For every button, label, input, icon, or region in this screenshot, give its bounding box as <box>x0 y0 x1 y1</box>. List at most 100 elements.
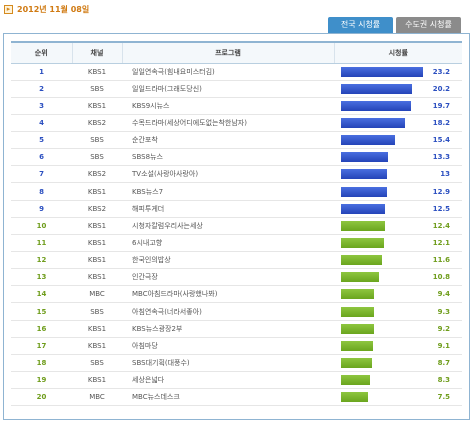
rating-bar <box>341 392 368 403</box>
rating-bar-wrap: 23.2 <box>341 64 462 80</box>
program-cell[interactable]: 세상은넓다 <box>122 371 334 390</box>
rating-value: 11.6 <box>432 256 450 265</box>
program-cell[interactable]: SBS8뉴스 <box>122 148 334 167</box>
table-row: 3 KBS1 KBS9시뉴스 19.7 <box>11 97 462 115</box>
rating-bar <box>341 289 374 300</box>
channel-cell: SBS <box>72 80 122 98</box>
program-cell[interactable]: TV소설(사랑아사랑아) <box>122 165 334 184</box>
channel-cell: KBS1 <box>72 251 122 270</box>
program-cell[interactable]: 일일연속극(힘내요미스터김) <box>122 63 334 81</box>
rating-value: 12.4 <box>432 221 450 230</box>
program-cell[interactable]: 한국인의밥상 <box>122 251 334 270</box>
rating-bar-wrap: 9.1 <box>341 338 462 354</box>
table-row: 17 KBS1 아침마당 9.1 <box>11 337 462 355</box>
program-cell[interactable]: 일일드라마(그래도당신) <box>122 80 334 98</box>
channel-cell: KBS1 <box>72 63 122 81</box>
program-cell[interactable]: SBS대기획(대풍수) <box>122 354 334 373</box>
table-row: 9 KBS2 해피투게더 12.5 <box>11 200 462 218</box>
rating-bar-wrap: 12.5 <box>341 201 462 217</box>
program-cell[interactable]: KBS뉴스7 <box>122 182 334 201</box>
rating-cell: 7.5 <box>334 388 462 407</box>
column-header-program: 프로그램 <box>121 41 334 64</box>
table-row: 6 SBS SBS8뉴스 13.3 <box>11 148 462 167</box>
rating-value: 20.2 <box>432 84 450 93</box>
rating-cell: 12.1 <box>334 234 462 253</box>
rating-bar <box>341 83 412 94</box>
rating-cell: 9.1 <box>334 337 462 355</box>
rank-cell: 12 <box>11 251 72 270</box>
rating-bar <box>341 306 374 317</box>
rating-value: 13 <box>440 170 450 179</box>
rating-bar-wrap: 19.7 <box>341 98 462 114</box>
rating-bar-wrap: 20.2 <box>341 81 462 97</box>
rating-value: 9.1 <box>437 341 450 350</box>
table-row: 1 KBS1 일일연속극(힘내요미스터김) 23.2 <box>11 63 462 81</box>
rank-cell: 20 <box>11 388 72 407</box>
rating-bar <box>341 66 423 77</box>
rating-bar <box>341 357 372 368</box>
rating-value: 7.5 <box>437 393 450 402</box>
program-cell[interactable]: 수목드라마(세상어디에도없는착한남자) <box>122 114 334 133</box>
table-row: 11 KBS1 6시내고향 12.1 <box>11 234 462 253</box>
table-row: 2 SBS 일일드라마(그래도당신) 20.2 <box>11 80 462 98</box>
rating-bar-wrap: 12.1 <box>341 235 462 251</box>
ratings-panel: 순위 채널 프로그램 시청률 1 KBS1 일일연속극(힘내요미스터김) 23.2 2 S… <box>3 33 470 420</box>
channel-cell: SBS <box>72 131 122 150</box>
channel-cell: MBC <box>72 285 122 304</box>
channel-cell: KBS1 <box>72 337 122 355</box>
rating-cell: 8.3 <box>334 371 462 390</box>
program-cell[interactable]: 아침연속극(너라서좋아) <box>122 302 334 321</box>
rank-cell: 16 <box>11 320 72 338</box>
program-cell[interactable]: KBS뉴스광장2부 <box>122 320 334 338</box>
program-cell[interactable]: 6시내고향 <box>122 234 334 253</box>
channel-cell: KBS1 <box>72 234 122 253</box>
table-row: 20 MBC MBC뉴스데스크 7.5 <box>11 388 462 407</box>
table-header: 순위 채널 프로그램 시청률 <box>11 41 462 64</box>
rating-bar-wrap: 8.3 <box>341 372 462 388</box>
program-cell[interactable]: MBC뉴스데스크 <box>122 388 334 407</box>
table-row: 7 KBS2 TV소설(사랑아사랑아) 13 <box>11 165 462 184</box>
rating-bar <box>341 323 374 334</box>
rating-value: 8.3 <box>437 376 450 385</box>
rating-bar <box>341 169 387 180</box>
program-cell[interactable]: 순간포착 <box>122 131 334 150</box>
rating-bar <box>341 272 379 283</box>
program-cell[interactable]: KBS9시뉴스 <box>122 97 334 115</box>
date-header: ▸ 2012년 11월 08일 <box>4 3 89 15</box>
rank-cell: 17 <box>11 337 72 355</box>
rating-bar-wrap: 13.3 <box>341 149 462 165</box>
rating-bar <box>341 255 382 266</box>
table-row: 18 SBS SBS대기획(대풍수) 8.7 <box>11 354 462 373</box>
rating-cell: 13.3 <box>334 148 462 167</box>
rating-cell: 15.4 <box>334 131 462 150</box>
program-cell[interactable]: 아침마당 <box>122 337 334 355</box>
rank-cell: 11 <box>11 234 72 253</box>
rank-cell: 7 <box>11 165 72 184</box>
program-cell[interactable]: 해피투게더 <box>122 200 334 218</box>
tab-national[interactable]: 전국 시청률 <box>328 17 393 33</box>
rating-value: 15.4 <box>432 136 450 145</box>
program-cell[interactable]: MBC아침드라마(사랑했나봐) <box>122 285 334 304</box>
rating-value: 18.2 <box>432 118 450 127</box>
rating-cell: 10.8 <box>334 268 462 287</box>
program-cell[interactable]: 시청자칼럼우리사는세상 <box>122 217 334 235</box>
rank-cell: 5 <box>11 131 72 150</box>
rank-cell: 18 <box>11 354 72 373</box>
play-arrow-icon: ▸ <box>4 4 13 14</box>
table-row: 8 KBS1 KBS뉴스7 12.9 <box>11 182 462 201</box>
tab-capital-area[interactable]: 수도권 시청률 <box>396 17 461 33</box>
rating-bar <box>341 237 384 248</box>
rating-value: 19.7 <box>432 101 450 110</box>
rating-cell: 9.2 <box>334 320 462 338</box>
program-cell[interactable]: 인간극장 <box>122 268 334 287</box>
rating-bar <box>341 152 388 163</box>
channel-cell: KBS2 <box>72 165 122 184</box>
rating-bar <box>341 203 385 214</box>
region-tabs: 전국 시청률 수도권 시청률 <box>325 17 461 33</box>
rank-cell: 9 <box>11 200 72 218</box>
rating-bar <box>341 340 373 351</box>
channel-cell: SBS <box>72 354 122 373</box>
table-row: 19 KBS1 세상은넓다 8.3 <box>11 371 462 390</box>
rating-bar <box>341 375 370 386</box>
column-header-rating: 시청률 <box>333 41 462 64</box>
